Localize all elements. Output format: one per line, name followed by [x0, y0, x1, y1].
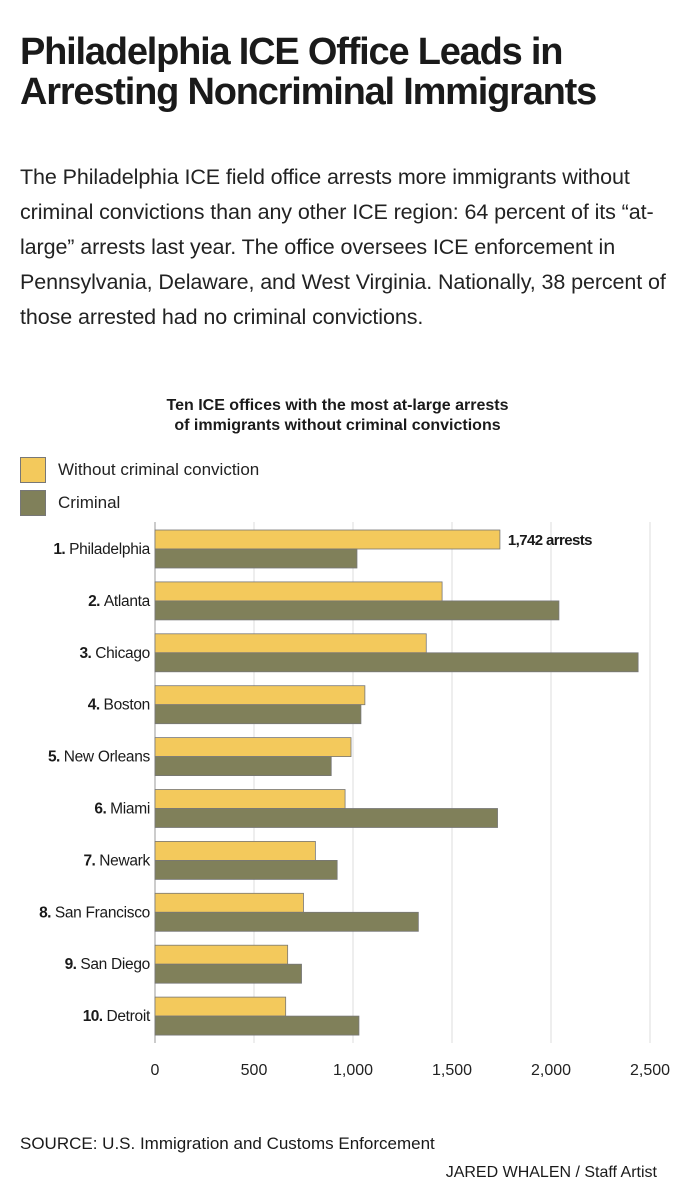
bar-noncriminal — [154, 841, 316, 861]
source-note: SOURCE: U.S. Immigration and Customs Enf… — [20, 1134, 435, 1153]
data-label: 1,742 arrests — [508, 532, 592, 549]
category-label: 10. Detroit — [83, 1008, 151, 1025]
headline: Philadelphia ICE Office Leads in Arresti… — [20, 31, 597, 113]
category-label: 4. Boston — [88, 697, 150, 714]
bar-criminal — [154, 808, 498, 828]
chart-title-line: Ten ICE offices with the most at-large a… — [166, 397, 509, 414]
bar-noncriminal — [154, 737, 352, 757]
category-label: 3. Chicago — [79, 645, 150, 662]
bar-criminal — [154, 600, 560, 621]
bar-criminal — [154, 911, 419, 932]
bar-criminal — [154, 963, 302, 984]
x-tick-label: 2,500 — [630, 1062, 670, 1079]
bar-criminal — [154, 704, 362, 725]
category-label: 6. Miami — [94, 801, 150, 818]
bar-criminal — [154, 860, 338, 880]
bar-noncriminal — [154, 529, 501, 550]
bar-criminal — [154, 548, 358, 569]
bar-noncriminal — [154, 685, 366, 706]
legend-label-noncriminal: Without criminal conviction — [58, 460, 260, 479]
bar-noncriminal — [154, 944, 289, 965]
x-tick-label: 2,000 — [531, 1062, 571, 1079]
bar-noncriminal — [154, 633, 427, 654]
category-label: 2. Atlanta — [88, 593, 151, 610]
bar-chart: 0 500 1,000 1,500 2,000 2,500 1. Philadelphia 2.… — [39, 522, 670, 1079]
chart-title-line: of immigrants without criminal convictio… — [174, 417, 501, 434]
x-tick-label: 1,000 — [333, 1062, 373, 1079]
category-label: 5. New Orleans — [48, 749, 151, 766]
bar-criminal — [154, 652, 639, 673]
bar-noncriminal — [154, 789, 346, 809]
category-label: 8. San Francisco — [39, 904, 150, 921]
legend-swatch-criminal — [20, 490, 46, 516]
x-tick-label: 500 — [241, 1062, 268, 1079]
category-label: 9. San Diego — [65, 956, 150, 973]
bar-noncriminal — [154, 892, 304, 913]
legend-swatch-noncriminal — [20, 457, 46, 483]
legend-item-criminal: Criminal — [20, 490, 120, 516]
category-label: 1. Philadelphia — [53, 541, 150, 558]
bar-noncriminal — [154, 996, 287, 1017]
chart-title: Ten ICE offices with the most at-large a… — [0, 396, 675, 436]
legend-item-noncriminal: Without criminal conviction — [20, 457, 259, 483]
x-tick-label: 0 — [151, 1062, 160, 1079]
legend-label-criminal: Criminal — [58, 493, 121, 512]
x-tick-label: 1,500 — [432, 1062, 472, 1079]
category-label: 7. Newark — [84, 852, 151, 869]
bar-noncriminal — [154, 581, 443, 602]
bar-criminal — [154, 1015, 360, 1036]
artist-credit: JARED WHALEN / Staff Artist — [445, 1164, 657, 1181]
dek-text: The Philadelphia ICE field office arrest… — [20, 165, 666, 329]
bar-criminal — [154, 756, 332, 776]
